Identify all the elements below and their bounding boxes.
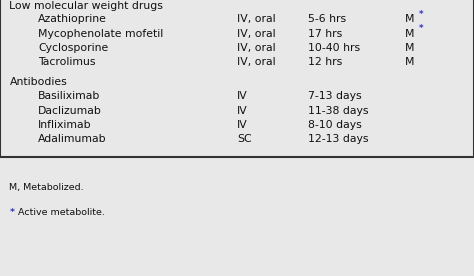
Text: 12-13 days: 12-13 days <box>308 134 369 144</box>
Text: 12 hrs: 12 hrs <box>308 57 342 67</box>
Text: Mycophenolate mofetil: Mycophenolate mofetil <box>38 29 163 39</box>
Text: Cyclosporine: Cyclosporine <box>38 43 108 53</box>
Text: 17 hrs: 17 hrs <box>308 29 342 39</box>
Text: *: * <box>419 10 423 19</box>
Text: Basiliximab: Basiliximab <box>38 91 100 101</box>
Text: Active metabolite.: Active metabolite. <box>18 208 105 217</box>
Text: SC: SC <box>237 134 252 144</box>
Text: Low molecular weight drugs: Low molecular weight drugs <box>9 1 164 10</box>
Text: 7-13 days: 7-13 days <box>308 91 362 101</box>
Text: IV: IV <box>237 120 248 130</box>
Text: M: M <box>405 43 415 53</box>
Text: M: M <box>405 57 415 67</box>
Text: 8-10 days: 8-10 days <box>308 120 362 130</box>
Text: M: M <box>405 29 415 39</box>
Text: Adalimumab: Adalimumab <box>38 134 107 144</box>
Text: IV: IV <box>237 106 248 116</box>
Text: M: M <box>405 14 415 24</box>
Text: 10-40 hrs: 10-40 hrs <box>308 43 360 53</box>
Text: IV, oral: IV, oral <box>237 29 275 39</box>
Text: IV, oral: IV, oral <box>237 57 275 67</box>
Text: *: * <box>9 208 15 217</box>
Text: IV: IV <box>237 91 248 101</box>
Text: Infliximab: Infliximab <box>38 120 91 130</box>
Text: M, Metabolized.: M, Metabolized. <box>9 183 84 192</box>
Text: Antibodies: Antibodies <box>9 77 67 87</box>
Text: IV, oral: IV, oral <box>237 43 275 53</box>
Text: 5-6 hrs: 5-6 hrs <box>308 14 346 24</box>
Text: *: * <box>419 24 423 33</box>
Text: IV, oral: IV, oral <box>237 14 275 24</box>
Text: Tacrolimus: Tacrolimus <box>38 57 95 67</box>
Text: Azathioprine: Azathioprine <box>38 14 107 24</box>
Text: Daclizumab: Daclizumab <box>38 106 102 116</box>
Text: 11-38 days: 11-38 days <box>308 106 369 116</box>
